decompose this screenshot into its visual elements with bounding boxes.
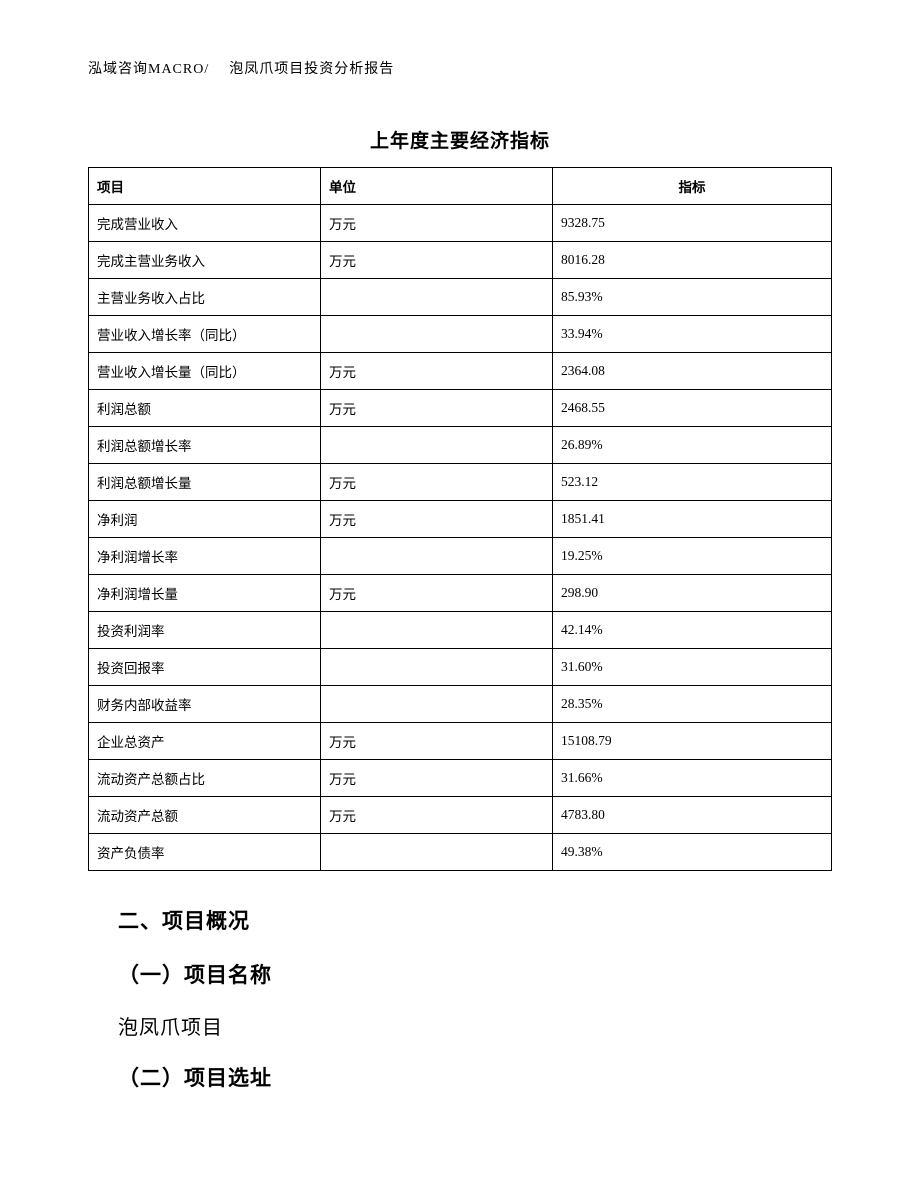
cell-unit: 万元: [321, 353, 553, 390]
cell-name: 企业总资产: [89, 723, 321, 760]
table-row: 完成营业收入 万元 9328.75: [89, 205, 832, 242]
cell-name: 利润总额增长量: [89, 464, 321, 501]
cell-name: 财务内部收益率: [89, 686, 321, 723]
cell-name: 完成营业收入: [89, 205, 321, 242]
cell-unit: [321, 427, 553, 464]
table-row: 投资回报率 31.60%: [89, 649, 832, 686]
cell-unit: 万元: [321, 464, 553, 501]
cell-name: 资产负债率: [89, 834, 321, 871]
table-row: 利润总额增长率 26.89%: [89, 427, 832, 464]
cell-name: 净利润: [89, 501, 321, 538]
table-row: 流动资产总额 万元 4783.80: [89, 797, 832, 834]
cell-metric: 28.35%: [553, 686, 832, 723]
table-row: 主营业务收入占比 85.93%: [89, 279, 832, 316]
cell-metric: 298.90: [553, 575, 832, 612]
col-header-name: 项目: [89, 168, 321, 205]
cell-name: 净利润增长率: [89, 538, 321, 575]
subsection-heading-2: （二）项目选址: [118, 1062, 812, 1092]
cell-name: 利润总额: [89, 390, 321, 427]
cell-metric: 31.66%: [553, 760, 832, 797]
cell-unit: [321, 612, 553, 649]
col-header-unit: 单位: [321, 168, 553, 205]
cell-unit: [321, 279, 553, 316]
cell-name: 营业收入增长量（同比）: [89, 353, 321, 390]
cell-metric: 85.93%: [553, 279, 832, 316]
cell-unit: [321, 538, 553, 575]
cell-metric: 2364.08: [553, 353, 832, 390]
cell-unit: [321, 316, 553, 353]
table-title: 上年度主要经济指标: [88, 126, 832, 153]
cell-metric: 8016.28: [553, 242, 832, 279]
cell-metric: 15108.79: [553, 723, 832, 760]
table-header-row: 项目 单位 指标: [89, 168, 832, 205]
table-row: 财务内部收益率 28.35%: [89, 686, 832, 723]
cell-metric: 4783.80: [553, 797, 832, 834]
table-row: 净利润 万元 1851.41: [89, 501, 832, 538]
table-row: 企业总资产 万元 15108.79: [89, 723, 832, 760]
cell-unit: 万元: [321, 242, 553, 279]
cell-unit: 万元: [321, 390, 553, 427]
col-header-metric: 指标: [553, 168, 832, 205]
cell-metric: 523.12: [553, 464, 832, 501]
cell-unit: 万元: [321, 723, 553, 760]
cell-name: 完成主营业务收入: [89, 242, 321, 279]
cell-unit: 万元: [321, 760, 553, 797]
cell-name: 主营业务收入占比: [89, 279, 321, 316]
cell-unit: [321, 834, 553, 871]
cell-name: 营业收入增长率（同比）: [89, 316, 321, 353]
cell-metric: 2468.55: [553, 390, 832, 427]
page-header: 泓域咨询MACRO/泡凤爪项目投资分析报告: [88, 58, 832, 78]
table-row: 净利润增长量 万元 298.90: [89, 575, 832, 612]
header-right: 泡凤爪项目投资分析报告: [229, 62, 394, 77]
project-name-text: 泡凤爪项目: [118, 1011, 812, 1040]
cell-unit: [321, 686, 553, 723]
cell-metric: 19.25%: [553, 538, 832, 575]
cell-unit: 万元: [321, 575, 553, 612]
section-heading: 二、项目概况: [118, 905, 812, 935]
cell-name: 净利润增长量: [89, 575, 321, 612]
table-row: 营业收入增长量（同比） 万元 2364.08: [89, 353, 832, 390]
cell-name: 流动资产总额: [89, 797, 321, 834]
table-row: 完成主营业务收入 万元 8016.28: [89, 242, 832, 279]
table-row: 利润总额增长量 万元 523.12: [89, 464, 832, 501]
economic-indicators-table: 项目 单位 指标 完成营业收入 万元 9328.75 完成主营业务收入 万元 8…: [88, 167, 832, 871]
cell-unit: 万元: [321, 501, 553, 538]
cell-metric: 1851.41: [553, 501, 832, 538]
cell-name: 利润总额增长率: [89, 427, 321, 464]
cell-unit: 万元: [321, 797, 553, 834]
table-row: 净利润增长率 19.25%: [89, 538, 832, 575]
cell-metric: 33.94%: [553, 316, 832, 353]
table-row: 利润总额 万元 2468.55: [89, 390, 832, 427]
header-left: 泓域咨询MACRO/: [88, 62, 209, 77]
subsection-heading-1: （一）项目名称: [118, 959, 812, 989]
table-row: 流动资产总额占比 万元 31.66%: [89, 760, 832, 797]
table-row: 资产负债率 49.38%: [89, 834, 832, 871]
cell-metric: 42.14%: [553, 612, 832, 649]
table-row: 营业收入增长率（同比） 33.94%: [89, 316, 832, 353]
cell-unit: [321, 649, 553, 686]
cell-metric: 26.89%: [553, 427, 832, 464]
table-row: 投资利润率 42.14%: [89, 612, 832, 649]
cell-name: 投资利润率: [89, 612, 321, 649]
cell-metric: 9328.75: [553, 205, 832, 242]
cell-name: 投资回报率: [89, 649, 321, 686]
cell-name: 流动资产总额占比: [89, 760, 321, 797]
body-text-block: 二、项目概况 （一）项目名称 泡凤爪项目 （二）项目选址: [88, 905, 832, 1092]
cell-metric: 31.60%: [553, 649, 832, 686]
document-page: 泓域咨询MACRO/泡凤爪项目投资分析报告 上年度主要经济指标 项目 单位 指标…: [0, 0, 920, 1191]
cell-unit: 万元: [321, 205, 553, 242]
cell-metric: 49.38%: [553, 834, 832, 871]
